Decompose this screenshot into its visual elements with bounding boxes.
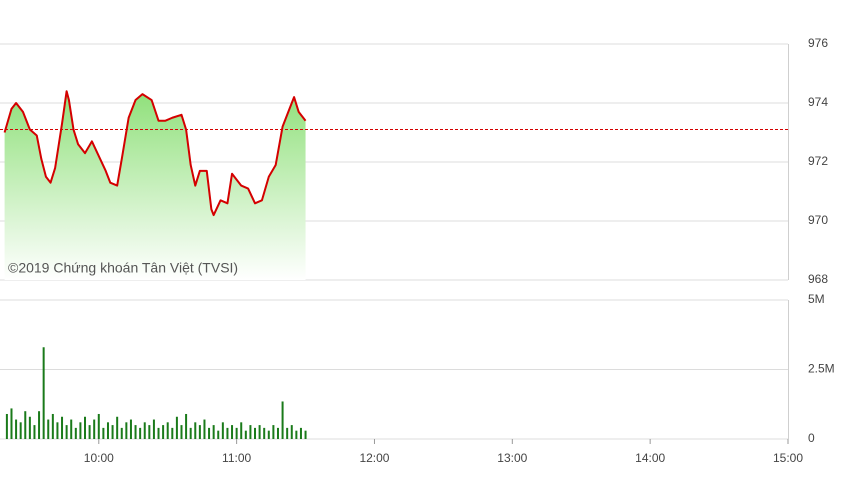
volume-bar <box>15 419 18 439</box>
price-line <box>3 90 307 217</box>
volume-bar <box>198 425 201 439</box>
volume-bar <box>19 422 22 439</box>
x-tick-label: 13:00 <box>497 451 527 465</box>
y-tick-label: 970 <box>808 213 828 227</box>
volume-bar <box>143 422 146 439</box>
volume-bar <box>148 425 151 439</box>
volume-bar <box>51 413 54 439</box>
x-tick-label: 12:00 <box>359 451 389 465</box>
y-tick-label: 974 <box>808 95 828 109</box>
volume-bar <box>249 425 252 439</box>
volume-bar <box>267 430 270 439</box>
y-tick-label: 976 <box>808 36 828 50</box>
volume-bar <box>33 425 36 439</box>
volume-bar <box>212 425 215 439</box>
x-tick-label: 15:00 <box>773 451 803 465</box>
volume-bar <box>5 413 8 439</box>
x-tick-label: 11:00 <box>222 451 251 465</box>
y-tick-label: 972 <box>808 154 828 168</box>
volume-bar <box>304 430 307 439</box>
volume-bar <box>185 413 188 439</box>
volume-bar <box>290 425 293 439</box>
volume-bar <box>286 427 289 439</box>
volume-bar <box>254 427 257 439</box>
volume-bar <box>61 416 64 439</box>
volume-bar <box>134 425 137 439</box>
volume-bar <box>70 419 73 439</box>
y-tick-label: 968 <box>808 272 828 286</box>
volume-bar <box>175 416 178 439</box>
volume-bar <box>226 427 229 439</box>
volume-bar <box>93 419 96 439</box>
volume-bar <box>203 419 206 439</box>
y-tick-label: 0 <box>808 431 815 445</box>
volume-bar <box>47 419 50 439</box>
volume-bar <box>65 425 68 439</box>
volume-bar <box>10 408 13 439</box>
price-area <box>4 91 306 280</box>
volume-bar <box>38 411 41 439</box>
volume-bar <box>102 427 105 439</box>
volume-bar <box>88 425 91 439</box>
volume-bar <box>116 416 119 439</box>
volume-bar <box>166 422 169 439</box>
volume-bar <box>111 425 114 439</box>
volume-bar <box>208 427 211 439</box>
y-tick-label: 5M <box>808 292 825 306</box>
volume-bar <box>56 422 59 439</box>
volume-bar <box>281 401 284 439</box>
volume-bar <box>157 427 160 439</box>
volume-bar <box>28 416 31 439</box>
volume-bar <box>295 430 298 439</box>
volume-bar <box>125 422 128 439</box>
volume-bar <box>162 425 165 439</box>
volume-bar <box>221 422 224 439</box>
volume-bar <box>217 430 220 439</box>
volume-bar <box>272 425 275 439</box>
volume-bar <box>263 427 266 439</box>
volume-bar <box>97 413 100 439</box>
y-tick-label: 2.5M <box>808 362 835 376</box>
volume-bar <box>194 422 197 439</box>
volume-bar <box>231 425 234 439</box>
x-tick-label: 14:00 <box>635 451 665 465</box>
volume-bar <box>139 427 142 439</box>
volume-bar <box>299 427 302 439</box>
volume-bar <box>129 419 132 439</box>
x-tick-label: 10:00 <box>84 451 114 465</box>
volume-bar <box>42 347 45 439</box>
volume-bar <box>180 425 183 439</box>
volume-bar <box>74 427 77 439</box>
volume-bar <box>152 419 155 439</box>
volume-bar <box>258 425 261 439</box>
volume-bar <box>240 422 243 439</box>
volume-bar <box>235 427 238 439</box>
volume-bar <box>189 427 192 439</box>
volume-bar <box>276 427 279 439</box>
volume-bar <box>24 411 27 439</box>
volume-bar <box>244 430 247 439</box>
volume-bar <box>79 422 82 439</box>
volume-bar <box>171 427 174 439</box>
volume-bar <box>84 416 87 439</box>
volume-bar <box>120 427 123 439</box>
volume-bar <box>106 422 109 439</box>
watermark: ©2019 Chứng khoán Tân Việt (TVSI) <box>8 260 238 276</box>
